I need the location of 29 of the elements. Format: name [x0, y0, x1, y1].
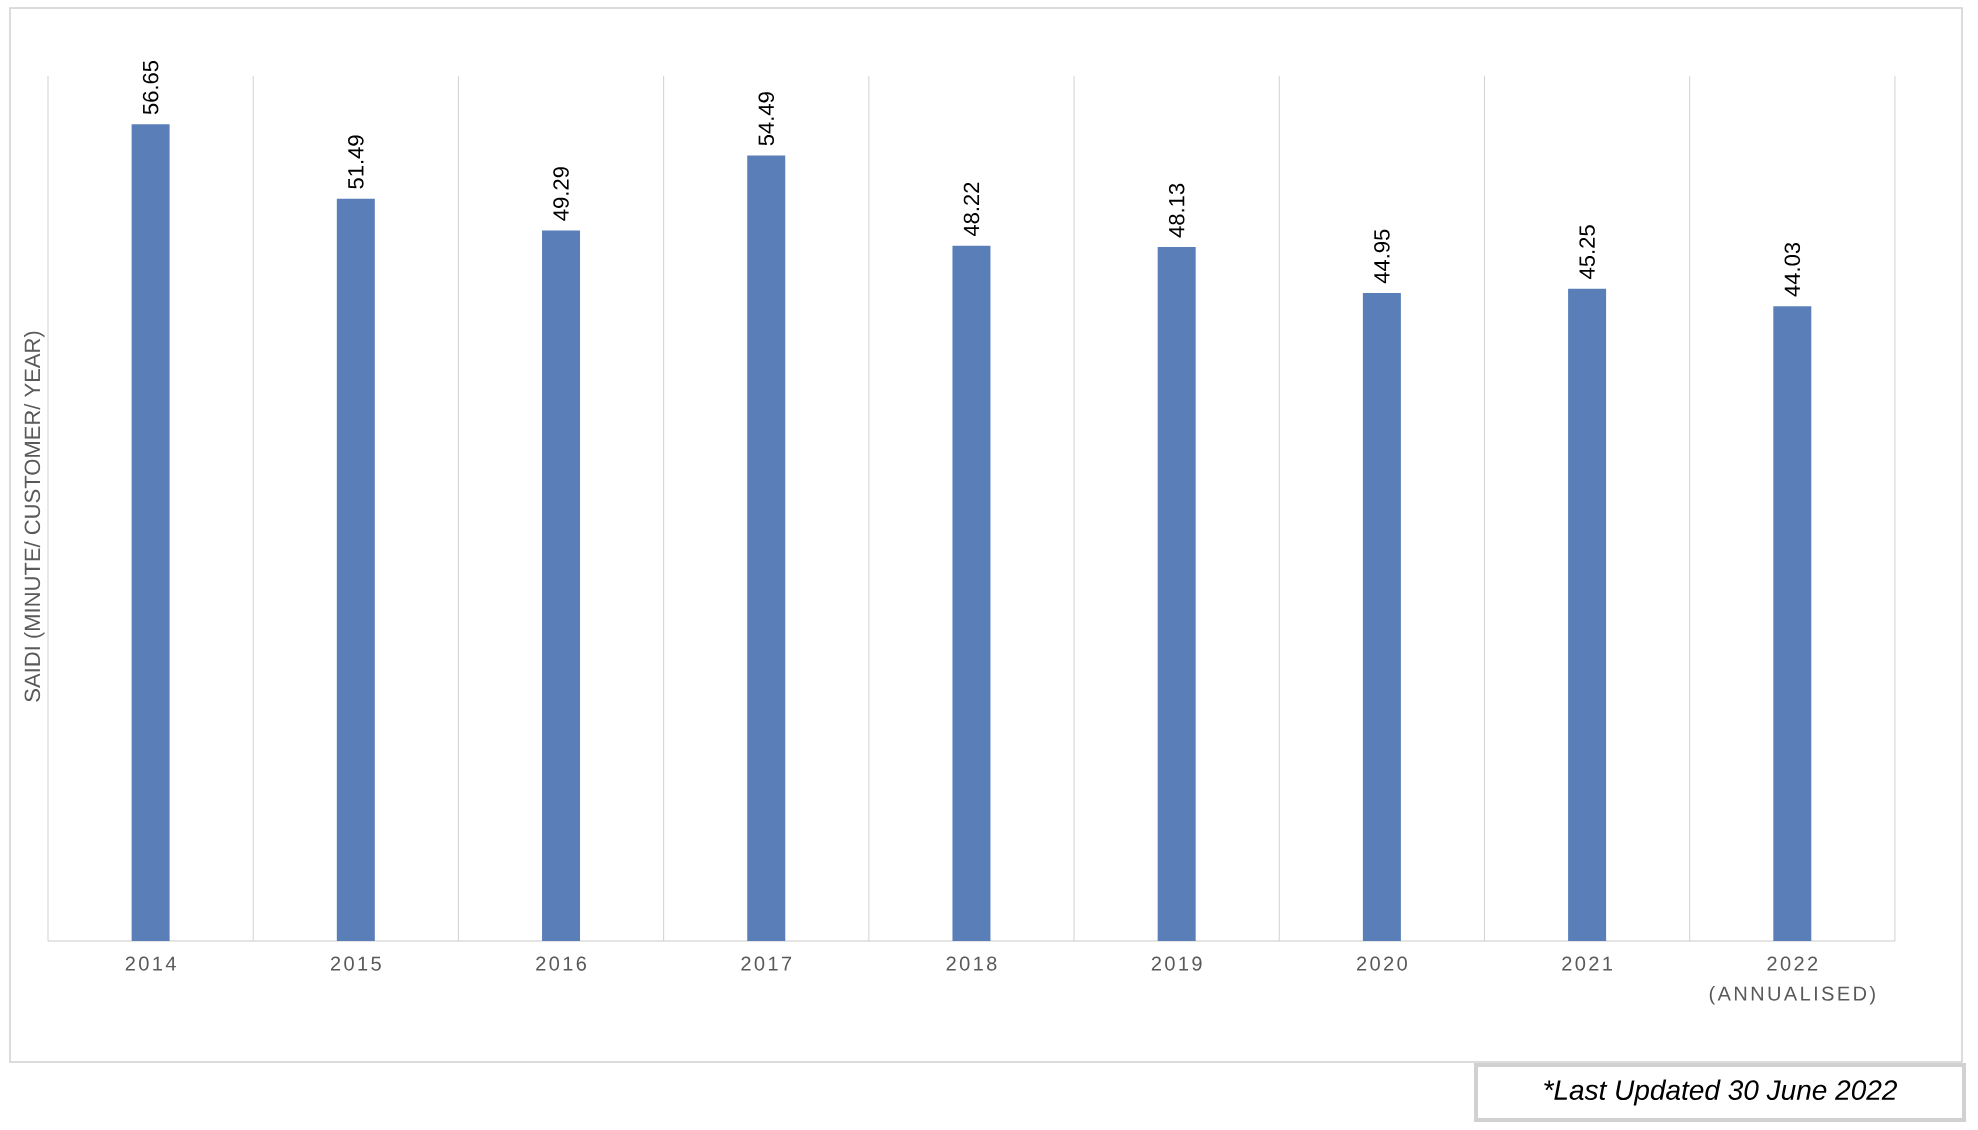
x-tick-label: 2016 [536, 956, 586, 971]
data-label: 51.49 [348, 135, 364, 189]
bar [542, 230, 581, 941]
data-label: 48.22 [963, 182, 980, 237]
bar [336, 198, 375, 941]
x-tick-label: 2022 (ANNUALISED) [1709, 956, 1875, 1005]
x-tick-label: 2018 [946, 956, 997, 971]
x-tick-label: 2021 [1562, 956, 1612, 971]
y-axis-title: SAIDI (MINUTE/ CUSTOMER/ YEAR) [23, 331, 45, 702]
data-label: 44.95 [1374, 229, 1390, 284]
bar [747, 155, 786, 941]
data-label: 48.13 [1168, 183, 1185, 238]
text: *Last Updated 30 June 2022 [1544, 1079, 1897, 1106]
bar [1362, 292, 1401, 941]
x-tick-label: 2015 [330, 956, 381, 971]
bar [131, 124, 170, 941]
bar [1157, 247, 1196, 941]
x-tick-label: 2017 [741, 956, 792, 971]
data-label: 54.49 [758, 92, 775, 146]
data-label: 45.25 [1579, 225, 1595, 279]
x-tick-label: 2014 [125, 956, 176, 971]
x-tick-label: 2020 [1357, 956, 1407, 971]
data-label: 44.03 [1784, 242, 1801, 297]
x-tick-label: 2019 [1151, 956, 1202, 971]
bar [1568, 288, 1607, 941]
bar [952, 245, 991, 941]
bar [1773, 306, 1812, 941]
data-label: 49.29 [553, 167, 569, 221]
data-label: 56.65 [142, 60, 159, 115]
